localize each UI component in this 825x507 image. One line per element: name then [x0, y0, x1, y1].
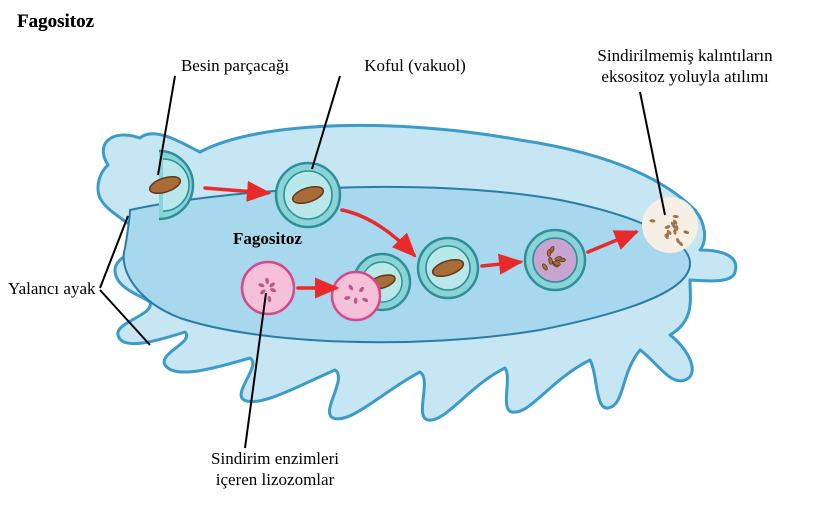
- label-inner-label: Fagositoz: [233, 228, 302, 249]
- vesicle-v6: [525, 230, 585, 290]
- vesicle-v5: [418, 238, 478, 298]
- debris-cloud: [642, 197, 698, 253]
- vesicle-v3: [242, 262, 294, 314]
- digested-fragment: [547, 249, 551, 256]
- label-lyso-label: Sindirim enzimleri içeren lizozomlar: [160, 448, 390, 491]
- label-vacuole-label: Koful (vakuol): [300, 55, 530, 76]
- label-title: Fagositoz: [17, 10, 94, 34]
- vesicle-v7: [642, 197, 698, 253]
- label-pseudo-label: Yalancı ayak: [8, 278, 96, 299]
- label-exo-label: Sindirilmemiş kalıntıların eksositoz yol…: [570, 45, 800, 88]
- vesicle-v2: [276, 163, 340, 227]
